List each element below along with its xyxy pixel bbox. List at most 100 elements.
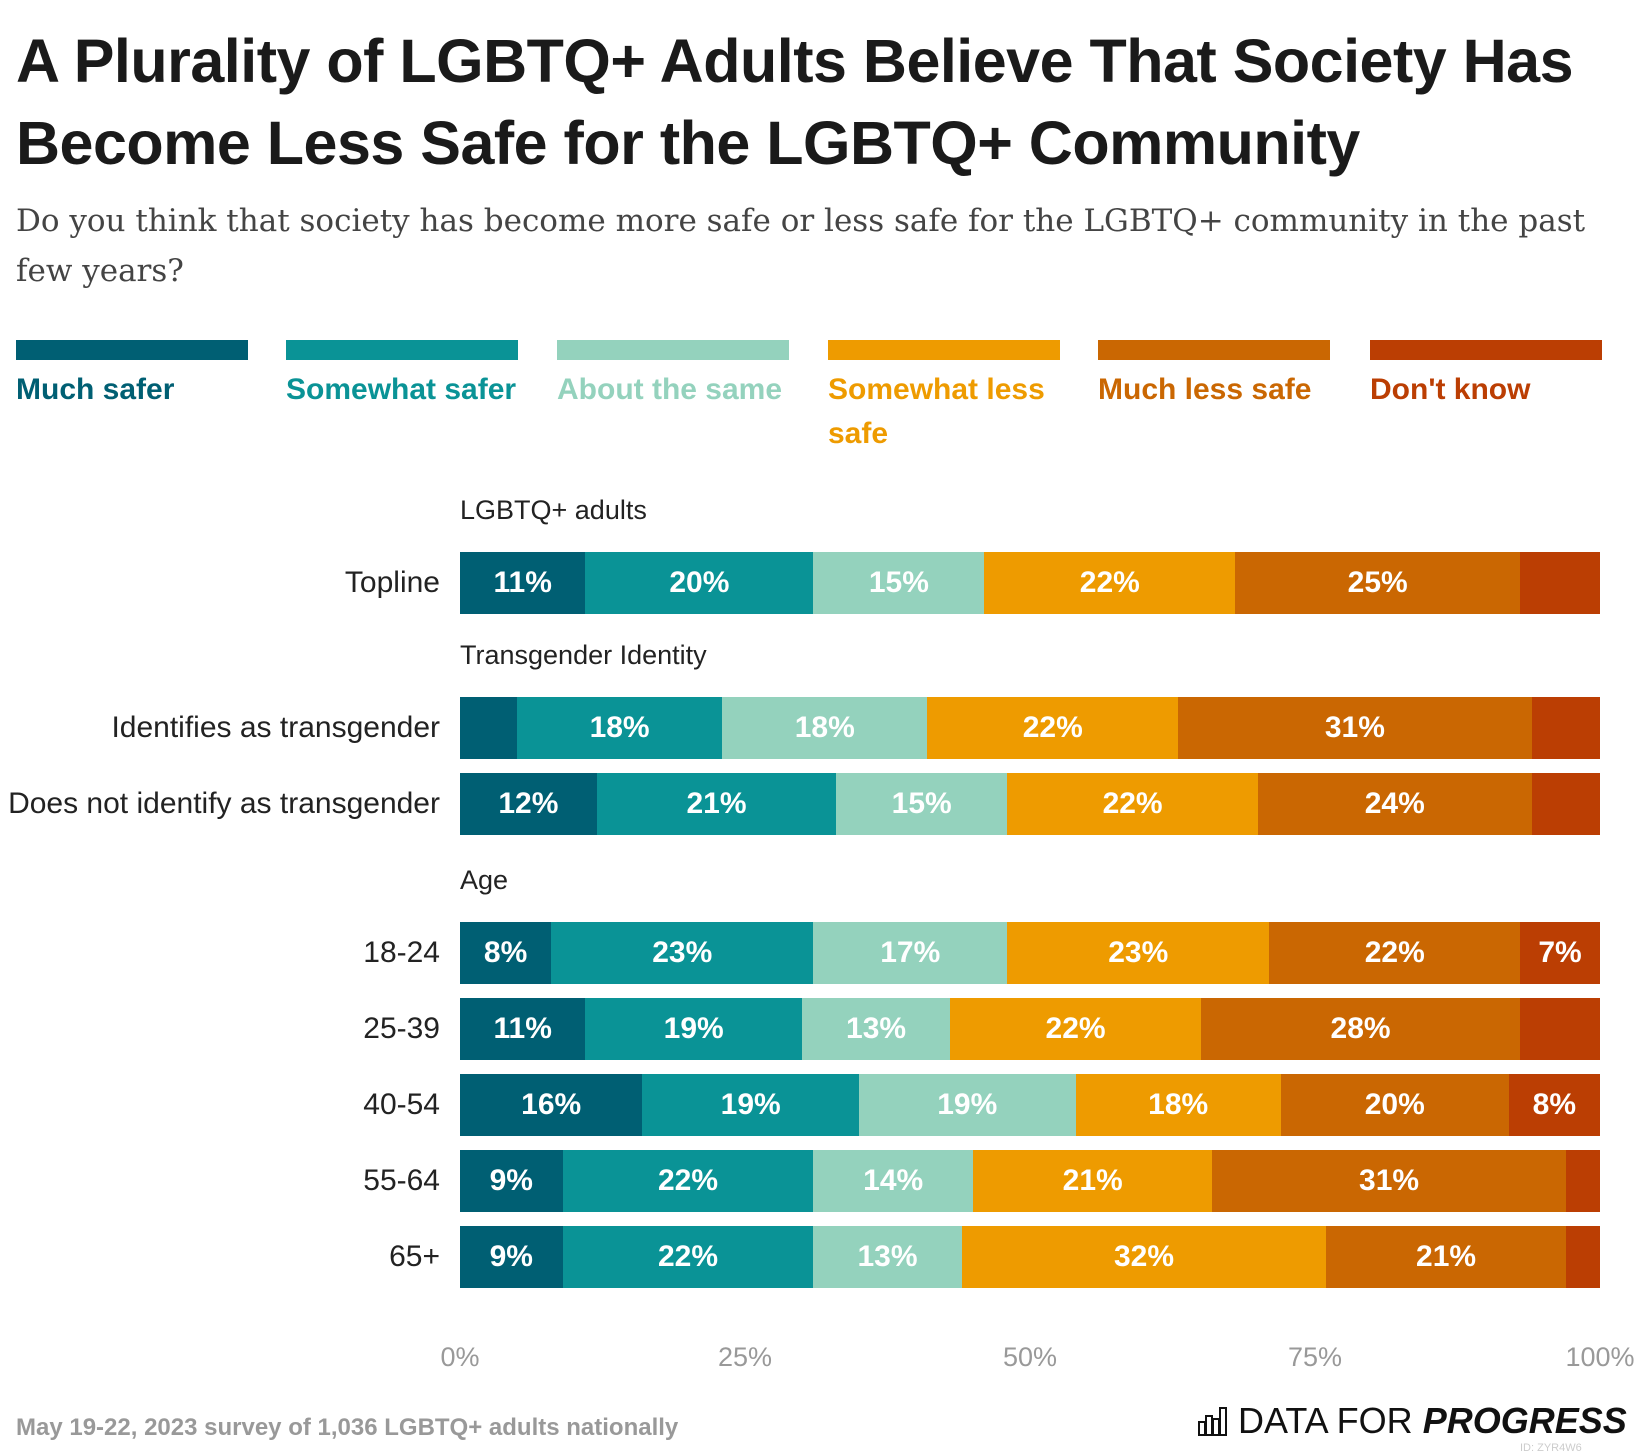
bar-segment: 28% xyxy=(1200,998,1521,1060)
bar-segment: 21% xyxy=(596,773,837,835)
data-label: 19% xyxy=(937,1088,998,1121)
bar-segment: 18% xyxy=(1075,1074,1281,1136)
x-tick-label: 50% xyxy=(1002,1342,1058,1372)
bar-segment: 18% xyxy=(722,697,928,759)
data-label: 15% xyxy=(868,566,929,599)
bar-segment: 13% xyxy=(801,998,951,1060)
stacked-bar: 11% 20% 15% 22% 25% xyxy=(460,552,1600,614)
data-label: 18% xyxy=(794,711,855,744)
bar-segment: 22% xyxy=(950,998,1201,1060)
group-label: Transgender Identity xyxy=(460,640,707,670)
data-label: 13% xyxy=(846,1012,907,1045)
stacked-bar: 9% 22% 14% 21% 31% xyxy=(460,1150,1600,1212)
data-label: 19% xyxy=(720,1088,781,1121)
legend-swatch xyxy=(1370,340,1602,360)
bar-segment: 9% xyxy=(460,1150,563,1212)
row-label: 55-64 xyxy=(363,1164,440,1197)
bar-segment: 21% xyxy=(972,1150,1213,1212)
row-label: 40-54 xyxy=(363,1088,440,1121)
bar-segment: 14% xyxy=(813,1150,973,1212)
bar-segment: 31% xyxy=(1212,1150,1566,1212)
bar-segment: 32% xyxy=(961,1226,1327,1288)
data-label: 32% xyxy=(1113,1240,1174,1273)
data-label: 22% xyxy=(657,1240,719,1273)
data-label: 8% xyxy=(483,936,528,969)
data-label: 7% xyxy=(1538,936,1582,969)
bar-segment: 24% xyxy=(1257,773,1532,835)
data-label: 18% xyxy=(1148,1088,1209,1121)
data-label: 20% xyxy=(669,566,730,599)
data-label: 11% xyxy=(493,1012,552,1045)
row-label: 25-39 xyxy=(363,1012,440,1045)
footer-note: May 19-22, 2023 survey of 1,036 LGBTQ+ a… xyxy=(16,1414,679,1441)
bar-segment: 31% xyxy=(1178,697,1532,759)
legend-label: Much less safe xyxy=(1098,373,1312,406)
bar-segment: 19% xyxy=(642,1074,859,1136)
data-label: 17% xyxy=(880,936,941,969)
data-label: 31% xyxy=(1324,711,1385,744)
stacked-bar: 18% 18% 22% 31% xyxy=(460,697,1600,759)
data-label: 22% xyxy=(1022,711,1083,744)
row-label: Does not identify as transgender xyxy=(8,787,440,820)
data-label: 28% xyxy=(1330,1012,1391,1045)
data-label: 22% xyxy=(1364,936,1425,969)
bar-segment xyxy=(1520,998,1600,1060)
data-label: 18% xyxy=(589,711,650,744)
legend-label: Somewhat less safe xyxy=(828,373,1045,450)
bar-segment: 17% xyxy=(813,922,1008,984)
bar-segment: 23% xyxy=(551,922,814,984)
row-label: 65+ xyxy=(389,1240,440,1273)
stacked-bar: 12% 21% 15% 22% 24% xyxy=(460,773,1600,835)
bar-segment: 9% xyxy=(460,1226,563,1288)
data-label: 24% xyxy=(1364,787,1425,820)
stacked-bar: 11% 19% 13% 22% 28% xyxy=(460,998,1600,1060)
x-tick-label: 0% xyxy=(440,1342,480,1372)
legend-swatch xyxy=(557,340,789,360)
bar-segment: 22% xyxy=(1269,922,1521,984)
data-label: 14% xyxy=(863,1164,924,1197)
bar-segment: 18% xyxy=(517,697,723,759)
bar-segment: 23% xyxy=(1007,922,1270,984)
data-label: 9% xyxy=(489,1164,533,1197)
bar-segment: 22% xyxy=(1007,773,1258,835)
bar-segment: 16% xyxy=(460,1074,643,1136)
x-tick-label: 75% xyxy=(1287,1342,1343,1372)
data-label: 25% xyxy=(1347,566,1408,599)
bar-segment: 22% xyxy=(984,552,1236,614)
bar-segment: 13% xyxy=(813,1226,962,1288)
bar-segment: 25% xyxy=(1235,552,1521,614)
data-label: 8% xyxy=(1532,1088,1577,1121)
bar-segment: 19% xyxy=(585,998,802,1060)
legend-swatch xyxy=(828,340,1060,360)
bar-segment: 19% xyxy=(858,1074,1076,1136)
legend-item: Much less safe xyxy=(1098,340,1330,412)
stacked-bar: 16% 19% 19% 18% 20% 8% xyxy=(460,1074,1600,1136)
bar-segment: 12% xyxy=(460,773,597,835)
data-label: 23% xyxy=(1108,936,1169,969)
bar-segment: 21% xyxy=(1326,1226,1566,1288)
bar-segment: 15% xyxy=(836,773,1008,835)
bar-segment: 15% xyxy=(813,552,985,614)
legend-swatch xyxy=(286,340,518,360)
x-tick-label: 100% xyxy=(1565,1342,1635,1372)
bar-segment xyxy=(1565,1226,1600,1288)
legend-swatch xyxy=(16,340,248,360)
bar-segment: 22% xyxy=(562,1150,814,1212)
bar-chart-icon xyxy=(1198,1407,1227,1436)
legend-item: Much safer xyxy=(16,340,248,412)
legend-label: Don't know xyxy=(1370,373,1531,406)
bar-segment xyxy=(460,697,517,759)
bar-segment: 20% xyxy=(585,552,814,614)
legend-label: Somewhat safer xyxy=(286,373,517,406)
data-label: 12% xyxy=(498,787,559,820)
legend-item: About the same xyxy=(557,340,789,412)
x-tick-label: 25% xyxy=(717,1342,773,1372)
legend-item: Somewhat less safe xyxy=(828,340,1060,456)
bar-segment xyxy=(1520,552,1600,614)
row-label: Topline xyxy=(344,566,440,599)
legend-item: Somewhat safer xyxy=(286,340,518,412)
data-label: 21% xyxy=(1416,1240,1477,1273)
data-label: 23% xyxy=(652,936,713,969)
data-label: 20% xyxy=(1364,1088,1425,1121)
data-label: 11% xyxy=(493,566,552,599)
